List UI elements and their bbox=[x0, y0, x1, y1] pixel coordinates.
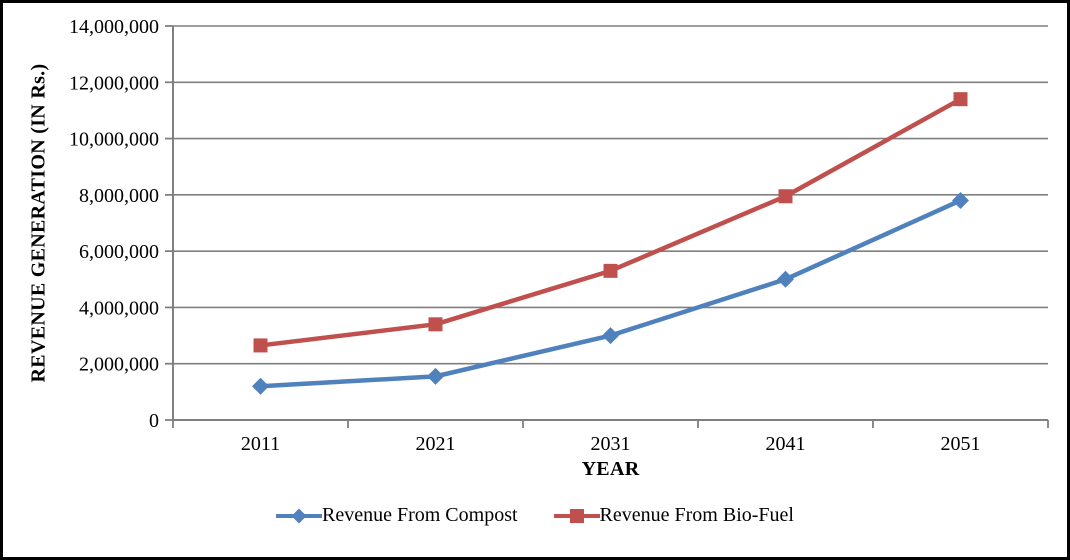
y-tick-label: 0 bbox=[149, 410, 159, 432]
x-axis-title: YEAR bbox=[581, 458, 640, 480]
x-tick-label: 2031 bbox=[591, 433, 631, 455]
legend-entry-compost: Revenue From Compost bbox=[276, 504, 518, 527]
legend-entry-biofuel: Revenue From Bio-Fuel bbox=[553, 504, 794, 527]
series-0-marker bbox=[777, 270, 794, 288]
y-tick-label: 10,000,000 bbox=[69, 129, 159, 151]
x-tick-label: 2041 bbox=[766, 433, 806, 455]
legend-label-biofuel: Revenue From Bio-Fuel bbox=[599, 504, 794, 526]
legend-label-compost: Revenue From Compost bbox=[322, 504, 518, 526]
y-tick-label: 2,000,000 bbox=[79, 354, 159, 376]
legend-marker-compost bbox=[276, 508, 322, 523]
series-0-marker bbox=[952, 191, 969, 209]
legend: Revenue From Compost Revenue From Bio-Fu… bbox=[3, 504, 1067, 527]
y-axis-title: REVENUE GENERATION (IN Rs.) bbox=[27, 63, 50, 383]
series-1-marker bbox=[428, 317, 443, 332]
y-tick-label: 14,000,000 bbox=[69, 16, 159, 38]
x-tick-label: 2021 bbox=[416, 433, 456, 455]
legend-marker-biofuel bbox=[553, 508, 600, 523]
y-tick-label: 12,000,000 bbox=[69, 72, 159, 94]
legend-marker-diamond bbox=[291, 508, 307, 523]
series-1-marker bbox=[253, 338, 268, 353]
chart-svg: 0 2,000,000 4,000,000 6,000,000 8,000,000 10,… bbox=[69, 16, 1049, 455]
series-0-marker bbox=[252, 377, 269, 395]
series-1-marker bbox=[778, 189, 793, 204]
series-line-1 bbox=[258, 96, 963, 348]
series-0-marker bbox=[602, 327, 619, 345]
series-1-marker bbox=[603, 263, 618, 278]
x-tick-label: 2051 bbox=[941, 433, 981, 455]
series-line-0 bbox=[258, 198, 963, 389]
x-tick-label: 2011 bbox=[241, 433, 280, 455]
y-tick-label: 6,000,000 bbox=[79, 241, 159, 263]
legend-marker-square bbox=[569, 508, 584, 523]
series-0-marker bbox=[427, 367, 444, 385]
y-tick-label: 8,000,000 bbox=[79, 185, 159, 207]
series-1-marker bbox=[953, 92, 968, 107]
y-tick-label: 4,000,000 bbox=[79, 297, 159, 319]
